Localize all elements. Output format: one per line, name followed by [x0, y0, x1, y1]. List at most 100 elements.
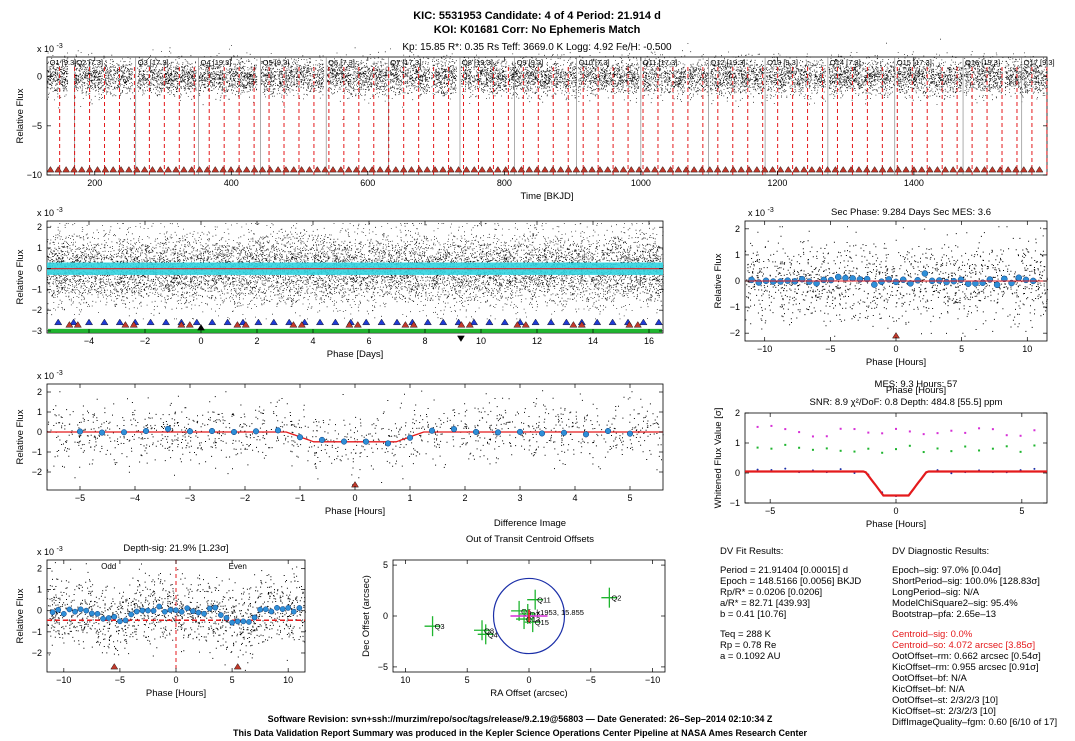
diag-warning: Centroid–sig: 0.0% — [892, 629, 973, 640]
binned-point — [914, 276, 921, 284]
quarter-label: Q3 [17.3] — [138, 58, 169, 67]
triangle-marker — [619, 166, 628, 173]
quarter-label: Q15 [17.3] — [897, 58, 932, 67]
triangle-marker — [269, 318, 278, 325]
magenta-point — [784, 428, 787, 431]
binned-point — [274, 604, 280, 611]
triangle-marker — [331, 318, 340, 325]
triangle-marker — [580, 166, 589, 173]
y-tick-label: 0 — [37, 606, 42, 616]
binned-point — [251, 614, 258, 621]
x-tick-label: −10 — [645, 675, 660, 685]
triangle-marker — [54, 166, 63, 173]
binned-point — [748, 276, 755, 284]
binned-point — [936, 277, 943, 284]
x-tick-label: 1 — [407, 493, 412, 503]
x-tick-label: −1 — [295, 493, 305, 503]
triangle-marker — [639, 318, 648, 325]
y-tick-label: −10 — [27, 170, 42, 180]
triangle-marker — [713, 166, 722, 173]
y-tick-label: 1 — [735, 250, 740, 260]
triangle-marker — [705, 166, 714, 173]
triangle-marker — [988, 166, 997, 173]
triangle-marker — [509, 166, 518, 173]
binned-point — [871, 281, 878, 288]
triangle-marker — [179, 166, 188, 173]
triangle-marker — [485, 318, 494, 325]
triangle-marker — [569, 321, 578, 328]
triangle-marker — [195, 166, 204, 173]
triangle-marker — [633, 321, 642, 328]
x-tick-label: −2 — [240, 493, 250, 503]
triangle-marker — [521, 321, 530, 328]
binned-point — [769, 278, 777, 285]
difference-image-title: Difference Image — [494, 518, 566, 529]
quarter-label: Q1 [9.3] — [50, 58, 77, 67]
data-point — [950, 472, 953, 475]
plot-frame — [46, 383, 664, 491]
magenta-point — [922, 433, 925, 436]
triangle-marker — [800, 166, 808, 173]
y-axis-label: Relative Flux — [15, 409, 26, 464]
binned-point — [268, 608, 275, 615]
x-tick-label: 5 — [1019, 506, 1024, 516]
binned-point — [1008, 279, 1015, 287]
triangle-marker — [964, 166, 973, 173]
triangle-marker — [121, 321, 130, 328]
triangle-marker — [513, 321, 522, 328]
triangle-marker — [666, 166, 675, 173]
binned-point — [55, 607, 62, 613]
green-point — [1033, 444, 1036, 447]
triangle-marker — [54, 318, 63, 325]
data-point — [784, 467, 787, 470]
y-axis-label: Relative Flux — [713, 253, 724, 308]
triangle-marker — [807, 166, 816, 173]
triangle-marker — [377, 318, 386, 325]
x-tick-label: 200 — [87, 178, 102, 188]
triangle-marker — [70, 166, 78, 173]
triangle-marker — [674, 166, 683, 173]
x-tick-label: 10 — [1022, 344, 1032, 354]
plot-frame — [744, 412, 1048, 504]
triangle-marker — [957, 166, 965, 173]
green-point — [964, 445, 967, 448]
x-axis-label: Phase [Hours] — [146, 688, 206, 699]
quarter-label: Q5 [9.3] — [263, 58, 290, 67]
triangle-marker — [172, 166, 180, 173]
binned-point — [892, 278, 900, 286]
binned-point — [167, 607, 174, 613]
magenta-point — [811, 435, 814, 438]
triangle-marker — [886, 166, 895, 173]
triangle-marker — [457, 335, 465, 342]
quarter-label: Q10 [7.3] — [579, 58, 610, 67]
y-tick-label: −1 — [32, 447, 42, 457]
y-tick-label: −1 — [32, 284, 42, 294]
centroid-label-Q7: Q7 — [530, 610, 540, 619]
triangle-marker — [77, 166, 86, 173]
triangle-marker — [266, 166, 275, 173]
x-tick-label: −3 — [185, 493, 195, 503]
diag-title: DV Diagnostic Results: — [892, 546, 989, 557]
quarter-label: Q11 [17.3] — [643, 58, 677, 67]
triangle-marker — [439, 166, 447, 173]
centroid-label-Q15: Q15 — [535, 618, 549, 627]
magenta-point — [853, 428, 856, 431]
triangle-marker — [384, 166, 392, 173]
x-tick-label: 5 — [230, 675, 235, 685]
triangle-marker — [625, 321, 634, 328]
centroid-title: Out of Transit Centroid Offsets — [466, 534, 594, 545]
triangle-marker — [627, 166, 636, 173]
triangle-marker — [156, 166, 165, 173]
x-tick-label: −4 — [84, 336, 94, 346]
odd-even-title: Depth-sig: 21.9% [1.23σ] — [123, 543, 228, 554]
quarter-label: Q17 [9.3] — [1024, 58, 1055, 67]
triangle-marker — [73, 321, 82, 328]
green-point — [922, 451, 925, 454]
triangle-marker — [470, 166, 479, 173]
fit-line: Teq = 288 K — [720, 629, 772, 640]
y-tick-label: −1 — [730, 498, 740, 508]
binned-point — [878, 278, 885, 285]
header-line1: KIC: 5531953 Candidate: 4 of 4 Period: 2… — [413, 10, 661, 22]
binned-point — [516, 428, 524, 435]
